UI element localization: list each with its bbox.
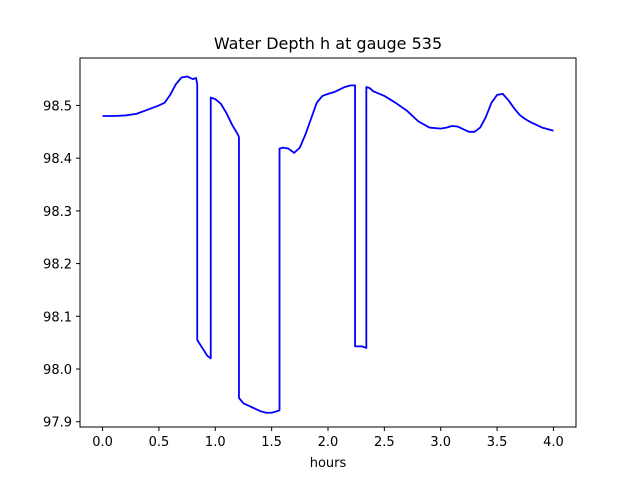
y-tick-label: 98.4 (43, 152, 72, 167)
series-line (102, 75, 554, 414)
y-axis-ticks: 97.9 98.0 98.1 98.2 98.3 98.4 98.5 (43, 99, 80, 431)
x-tick-label: 1.5 (261, 435, 282, 450)
x-tick-label: 0.0 (92, 435, 113, 450)
y-tick-label: 97.9 (43, 416, 72, 431)
x-axis-ticks: 0.0 0.5 1.0 1.5 2.0 2.5 3.0 3.5 4.0 (92, 427, 564, 450)
x-tick-label: 2.0 (318, 435, 339, 450)
plot-area (79, 57, 577, 428)
x-axis-label: hours (310, 456, 347, 471)
y-tick-label: 98.5 (43, 99, 72, 114)
y-tick-label: 98.1 (43, 310, 72, 325)
x-tick-label: 4.0 (543, 435, 564, 450)
x-tick-label: 0.5 (149, 435, 170, 450)
x-tick-label: 3.0 (430, 435, 451, 450)
y-tick-label: 98.2 (43, 258, 72, 273)
y-tick-label: 98.3 (43, 205, 72, 220)
chart-title: Water Depth h at gauge 535 (214, 34, 442, 53)
y-tick-label: 98.0 (43, 363, 72, 378)
x-tick-label: 2.5 (374, 435, 395, 450)
x-tick-label: 3.5 (487, 435, 508, 450)
x-tick-label: 1.0 (205, 435, 226, 450)
